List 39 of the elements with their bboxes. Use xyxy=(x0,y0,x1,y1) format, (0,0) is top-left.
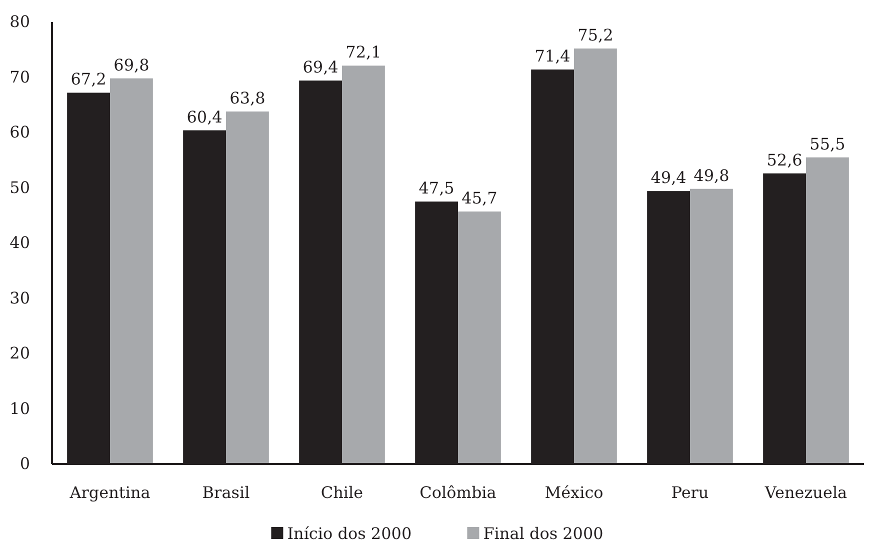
legend-label: Final dos 2000 xyxy=(483,524,604,543)
legend-label: Início dos 2000 xyxy=(287,524,412,543)
y-tick-label: 10 xyxy=(10,398,30,418)
y-tick-label: 20 xyxy=(10,344,30,363)
bar xyxy=(806,157,849,464)
data-label: 52,6 xyxy=(766,150,802,170)
bar xyxy=(110,78,153,464)
y-tick-label: 0 xyxy=(20,454,30,474)
data-label: 45,7 xyxy=(462,188,498,208)
bar xyxy=(458,212,501,464)
x-tick-label: Venezuela xyxy=(764,483,848,502)
x-tick-label: Chile xyxy=(320,483,364,502)
data-label: 49,4 xyxy=(650,168,686,188)
y-tick-label: 80 xyxy=(10,12,30,32)
y-tick-label: 60 xyxy=(10,122,30,142)
y-tick-label: 30 xyxy=(10,288,30,308)
bar xyxy=(690,188,733,464)
x-tick-label: Peru xyxy=(671,483,709,502)
data-label: 71,4 xyxy=(534,46,570,66)
bar xyxy=(342,66,385,464)
x-tick-label: Argentina xyxy=(68,483,151,502)
x-tick-label: Brasil xyxy=(202,483,250,502)
data-label: 55,5 xyxy=(810,134,846,154)
y-tick-label: 70 xyxy=(10,67,30,86)
bar xyxy=(226,112,269,464)
data-label: 69,4 xyxy=(302,58,338,77)
data-label: 63,8 xyxy=(230,88,266,108)
data-label: 60,4 xyxy=(186,107,222,126)
y-tick-label: 50 xyxy=(10,178,30,197)
data-label: 49,8 xyxy=(694,166,730,185)
data-label: 75,2 xyxy=(578,26,614,45)
data-label: 67,2 xyxy=(70,70,106,89)
bar xyxy=(574,48,617,464)
x-tick-label: Colômbia xyxy=(420,483,497,502)
y-tick-label: 40 xyxy=(10,233,30,252)
data-label: 69,8 xyxy=(114,55,150,74)
data-label: 72,1 xyxy=(346,42,382,62)
data-label: 47,5 xyxy=(418,178,454,198)
x-tick-label: México xyxy=(544,483,604,502)
